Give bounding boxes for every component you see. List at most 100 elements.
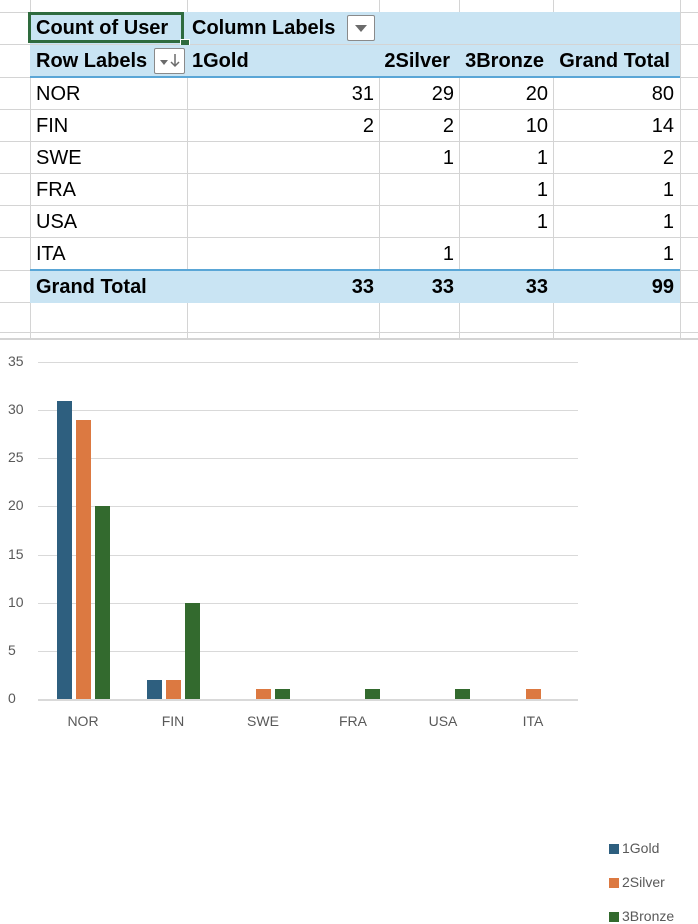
- row-divider: [0, 173, 698, 174]
- gridline: [38, 554, 578, 556]
- grand-total-row: Grand Total 33 33 33 99: [30, 271, 680, 303]
- bar-2silver-ita[interactable]: [525, 689, 541, 699]
- row-label[interactable]: FIN: [36, 115, 69, 137]
- x-tick-label: NOR: [67, 713, 99, 729]
- x-tick-label: FRA: [339, 713, 367, 729]
- col-divider: [30, 0, 31, 340]
- value-cell[interactable]: [370, 174, 454, 206]
- value-cell[interactable]: 14: [651, 115, 674, 137]
- legend-label: 3Bronze: [622, 908, 675, 924]
- x-tick-label: FIN: [161, 713, 185, 729]
- col-divider: [459, 0, 460, 340]
- bar-3bronze-nor[interactable]: [94, 506, 110, 699]
- value-cell[interactable]: 20: [525, 83, 548, 105]
- pivot-header-row: Count of User Column Labels: [28, 12, 680, 49]
- value-cell[interactable]: [370, 206, 454, 238]
- col-divider: [553, 0, 554, 340]
- bar-3bronze-swe[interactable]: [274, 689, 290, 699]
- row-label[interactable]: FRA: [36, 179, 76, 201]
- value-cell[interactable]: 1: [662, 243, 674, 265]
- value-cell[interactable]: 1: [536, 147, 548, 169]
- row-divider: [0, 205, 698, 206]
- column-header-bronze[interactable]: 3Bronze: [465, 50, 544, 72]
- row-label[interactable]: SWE: [36, 147, 82, 169]
- bar-2silver-nor[interactable]: [75, 419, 91, 699]
- gridline: [38, 362, 578, 363]
- table-row: ITA 1 1: [30, 238, 680, 270]
- total-cell[interactable]: 33: [525, 276, 548, 298]
- legend-item: 2Silver: [609, 874, 665, 890]
- gridline: [38, 506, 578, 508]
- bar-3bronze-usa[interactable]: [454, 689, 470, 699]
- bar-3bronze-fin[interactable]: [184, 602, 200, 699]
- value-cell[interactable]: 2: [442, 115, 454, 137]
- y-tick-label: 35: [8, 353, 24, 369]
- value-cell[interactable]: 1: [536, 179, 548, 201]
- y-tick-label: 5: [8, 641, 16, 658]
- table-row: FRA 1 1: [30, 174, 680, 206]
- gridline: [38, 602, 578, 604]
- y-tick-label: 10: [8, 593, 24, 610]
- bar-2silver-fin[interactable]: [165, 679, 181, 699]
- x-tick-label: USA: [428, 713, 458, 729]
- value-cell[interactable]: [290, 142, 374, 174]
- value-cell[interactable]: 1: [442, 147, 454, 169]
- bar-3bronze-fra[interactable]: [364, 689, 380, 699]
- table-row: SWE 1 1 2: [30, 142, 680, 174]
- value-cell[interactable]: [464, 238, 548, 270]
- row-divider: [0, 109, 698, 110]
- column-header-grand-total[interactable]: Grand Total: [559, 50, 670, 72]
- total-cell[interactable]: 33: [431, 276, 454, 298]
- value-cell[interactable]: 1: [662, 211, 674, 233]
- table-row: FIN 2 2 10 14: [30, 110, 680, 142]
- legend-swatch-icon: [609, 844, 619, 854]
- legend-swatch-icon: [609, 878, 619, 888]
- sort-filter-icon: [160, 54, 180, 68]
- total-cell[interactable]: 99: [651, 276, 674, 298]
- value-cell[interactable]: [290, 238, 374, 270]
- gridline: [38, 699, 578, 701]
- bar-2silver-swe[interactable]: [255, 689, 271, 699]
- legend-item: 1Gold: [609, 840, 659, 856]
- gridline: [38, 410, 578, 412]
- y-tick-label: 0: [8, 690, 16, 706]
- value-cell[interactable]: 80: [651, 83, 674, 105]
- gridline: [38, 650, 578, 652]
- y-tick-label: 30: [8, 401, 24, 418]
- value-cell[interactable]: 1: [662, 179, 674, 201]
- row-labels-sort-filter-button[interactable]: [154, 48, 185, 74]
- value-cell[interactable]: 2: [362, 115, 374, 137]
- row-divider: [0, 338, 698, 340]
- total-cell[interactable]: 33: [351, 276, 374, 298]
- row-label[interactable]: USA: [36, 211, 78, 233]
- column-labels-cell[interactable]: Column Labels: [192, 17, 336, 39]
- row-labels-cell[interactable]: Row Labels: [36, 50, 148, 72]
- value-field-cell[interactable]: Count of User: [36, 17, 169, 39]
- bar-1gold-fin[interactable]: [146, 679, 162, 699]
- legend-item: 3Bronze: [609, 908, 674, 924]
- value-cell[interactable]: 2: [662, 147, 674, 169]
- active-cell-selection: [28, 12, 184, 43]
- value-cell[interactable]: 1: [442, 243, 454, 265]
- value-cell[interactable]: [290, 206, 374, 238]
- y-tick-label: 20: [8, 497, 24, 514]
- value-cell[interactable]: 10: [525, 115, 548, 137]
- gridline: [38, 458, 578, 460]
- value-cell[interactable]: 29: [431, 83, 454, 105]
- column-header-silver[interactable]: 2Silver: [384, 50, 450, 72]
- row-label[interactable]: ITA: [36, 243, 66, 265]
- row-divider: [0, 44, 698, 45]
- row-divider: [0, 332, 698, 333]
- value-cell[interactable]: 1: [536, 211, 548, 233]
- column-labels-filter-button[interactable]: [347, 15, 375, 41]
- bar-1gold-nor[interactable]: [56, 400, 72, 699]
- grand-total-label[interactable]: Grand Total: [36, 276, 147, 298]
- row-label[interactable]: NOR: [36, 83, 81, 105]
- column-header-gold[interactable]: 1Gold: [192, 50, 249, 72]
- row-divider: [0, 141, 698, 142]
- value-cell[interactable]: [290, 174, 374, 206]
- column-chart[interactable]: 0 5 10 15 20 25 30 35 NOR FIN SWE FRA USA ITA 1Gold 2…: [0, 340, 698, 924]
- value-cell[interactable]: 31: [351, 83, 374, 105]
- header-border: [30, 76, 680, 78]
- total-border: [30, 269, 680, 271]
